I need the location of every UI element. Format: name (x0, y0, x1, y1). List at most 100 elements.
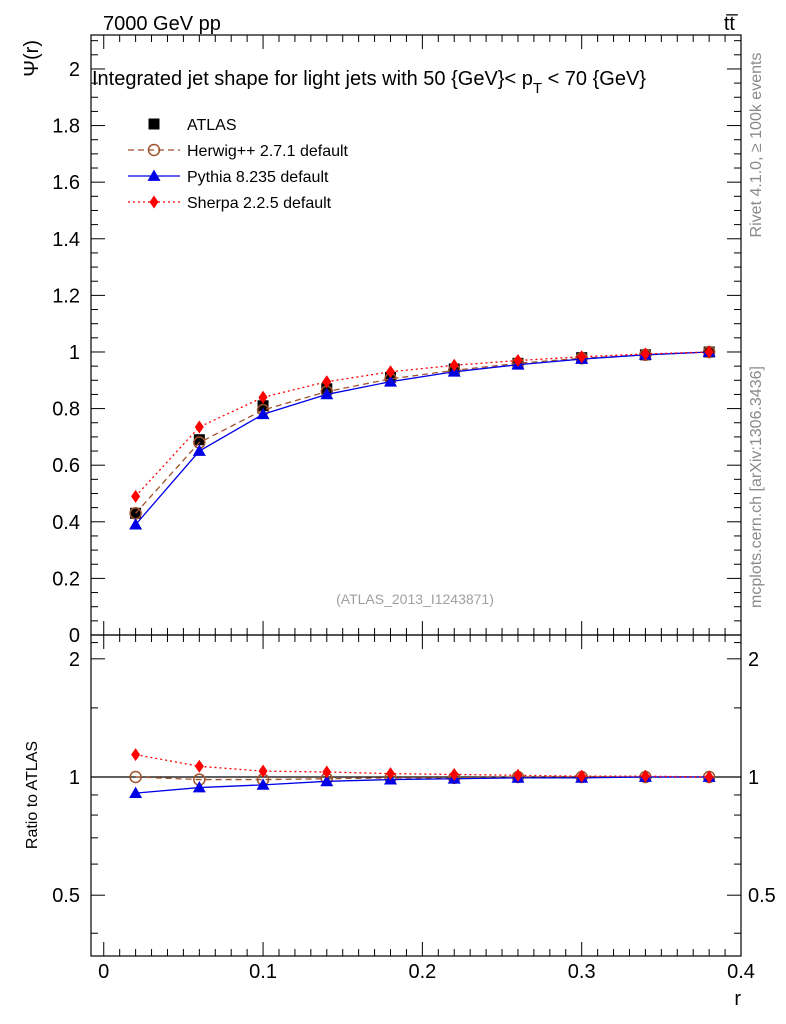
y-tick-label: 2 (69, 59, 80, 81)
data-point-sherpa (194, 420, 204, 434)
chart-title-subscript: T (533, 80, 542, 97)
data-point-sherpa (577, 769, 587, 783)
data-point-sherpa (640, 769, 650, 783)
data-point-pythia (320, 774, 334, 787)
chart-title-main: Integrated jet shape for light jets with… (92, 68, 533, 90)
x-tick-label: 0.1 (249, 961, 277, 983)
data-point-sherpa (258, 390, 268, 404)
legend-label: ATLAS (187, 117, 237, 134)
series-herwig (129, 345, 716, 520)
ratio-y-tick-label: 2 (69, 649, 80, 671)
data-point-sherpa (449, 358, 459, 372)
series-sherpa (131, 345, 714, 503)
data-point-atlas (193, 434, 205, 446)
data-point-sherpa (577, 350, 587, 364)
legend-entry-atlas: ATLAS (148, 117, 237, 134)
y-tick-label: 1 (69, 342, 80, 364)
ratio-y-axis: 0.5 0.5 1 1 2 2 (52, 642, 776, 934)
data-point-pythia (256, 407, 270, 420)
data-point-sherpa (449, 767, 459, 781)
y-tick-label: 1.2 (52, 285, 80, 307)
y-tick-label: 0.6 (52, 455, 80, 477)
x-tick-label: 0.3 (568, 961, 596, 983)
data-point-pythia (256, 778, 270, 790)
series-line-sherpa (135, 351, 710, 497)
x-tick-label: 0.4 (727, 961, 755, 983)
data-point-pythia (384, 375, 398, 387)
data-point-herwig (129, 770, 142, 784)
series-line-pythia (135, 351, 710, 526)
ratio-panel: 0.5 0.51 12 2 0 0.1 0.2 0.3 0.4 Ratio to ATLAS … (24, 634, 776, 1010)
data-point-sherpa (131, 748, 141, 762)
y-tick-label: 0.2 (52, 568, 80, 590)
legend-entry-pythia: Pythia 8.235 default (128, 169, 329, 186)
x-tick-label: 0.2 (408, 961, 436, 983)
legend-label: Herwig++ 2.7.1 default (187, 143, 349, 160)
analysis-watermark: (ATLAS_2013_I1243871) (336, 591, 494, 607)
data-point-atlas (257, 400, 269, 412)
data-point-sherpa (194, 759, 204, 773)
series-line-sherpa (135, 754, 710, 778)
chart-title-tail: < 70 {GeV} (542, 68, 646, 90)
series-atlas (130, 346, 715, 519)
data-point-sherpa (386, 767, 396, 781)
data-point-sherpa (386, 365, 396, 379)
data-point-sherpa (513, 768, 523, 782)
legend-marker (149, 195, 159, 209)
y-tick-label: 1.4 (52, 229, 80, 251)
legend-marker (148, 118, 160, 130)
legend-entry-herwig: Herwig++ 2.7.1 default (128, 143, 349, 160)
data-point-sherpa (640, 347, 650, 361)
main-panel: 0 0.2 0.4 0.6 0.8 1 1.2 1.4 1.6 1.8 2 Ψ(r) Integra… (21, 34, 742, 647)
ratio-y-tick-label: 0.5 (52, 885, 80, 907)
data-point-pythia (192, 444, 206, 456)
series-pythia (129, 770, 716, 798)
y-tick-label: 0.4 (52, 512, 80, 534)
x-tick-label: 0 (98, 961, 109, 983)
data-point-sherpa (322, 375, 332, 389)
legend-label: Pythia 8.235 default (187, 169, 329, 186)
series-line-herwig (135, 776, 710, 781)
y-tick-label: 1.8 (52, 116, 80, 138)
ratio-y-tick-label-right: 1 (748, 767, 759, 789)
y-tick-label: 1.6 (52, 172, 80, 194)
ratio-y-tick-label-right: 0.5 (748, 885, 776, 907)
data-point-pythia (129, 518, 143, 530)
data-point-sherpa (513, 353, 523, 367)
data-point-sherpa (322, 765, 332, 779)
ratio-panel-frame (90, 634, 742, 957)
data-point-sherpa (258, 764, 268, 778)
ratio-x-axis: 0 0.1 0.2 0.3 0.4 (98, 635, 755, 983)
main-x-ticks (103, 35, 742, 635)
data-point-sherpa (704, 345, 714, 359)
data-point-sherpa (131, 489, 141, 503)
series-herwig (129, 770, 716, 786)
data-point-pythia (320, 387, 334, 400)
legend: ATLAS Herwig++ 2.7.1 default Pythia 8.235 … (128, 117, 349, 212)
legend-entry-sherpa: Sherpa 2.2.5 default (128, 195, 332, 212)
energy-label: 7000 GeV pp (103, 13, 221, 35)
ratio-series-group (129, 748, 716, 798)
x-axis-label: r (734, 988, 741, 1010)
ratio-y-tick-label: 1 (69, 767, 80, 789)
series-line-pythia (135, 776, 710, 794)
series-sherpa (131, 748, 714, 784)
legend-label: Sherpa 2.2.5 default (187, 195, 332, 212)
main-y-axis: 0 0.2 0.4 0.6 0.8 1 1.2 1.4 1.6 1.8 2 (52, 40, 741, 647)
data-point-sherpa (704, 770, 714, 784)
legend-marker (147, 169, 161, 181)
main-y-axis-label: Ψ(r) (21, 40, 43, 77)
ratio-y-tick-label-right: 2 (748, 649, 759, 671)
y-tick-label: 0.8 (52, 399, 80, 421)
ratio-y-axis-label: Ratio to ATLAS (24, 741, 41, 849)
main-series-group (129, 345, 716, 530)
series-pythia (129, 345, 716, 530)
mcplots-label: mcplots.cern.ch [arXiv:1306.3436] (748, 366, 765, 608)
data-point-pythia (192, 781, 206, 793)
chart-title: Integrated jet shape for light jets with… (92, 68, 646, 97)
legend-marker (147, 143, 161, 157)
process-label: tt̅ (724, 13, 738, 35)
data-point-pythia (129, 786, 143, 798)
y-tick-label: 0 (69, 625, 80, 647)
